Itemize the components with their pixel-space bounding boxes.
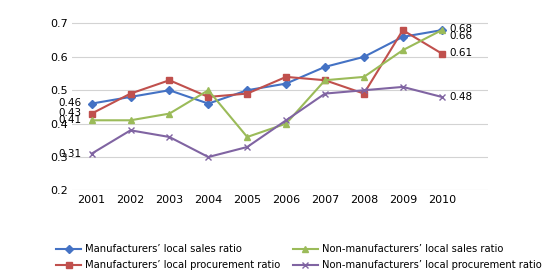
- Non-manufacturers’ local sales ratio: [400, 48, 406, 52]
- Non-manufacturers’ local procurement ratio: [438, 95, 445, 99]
- Non-manufacturers’ local sales ratio: [127, 119, 134, 122]
- Line: Manufacturers’ local procurement ratio: Manufacturers’ local procurement ratio: [88, 27, 445, 117]
- Text: 0.43: 0.43: [59, 108, 82, 118]
- Non-manufacturers’ local procurement ratio: [88, 152, 95, 155]
- Manufacturers’ local procurement ratio: [244, 92, 250, 95]
- Manufacturers’ local procurement ratio: [438, 52, 445, 55]
- Non-manufacturers’ local sales ratio: [438, 29, 445, 32]
- Manufacturers’ local sales ratio: [361, 55, 367, 59]
- Manufacturers’ local sales ratio: [322, 65, 329, 69]
- Manufacturers’ local sales ratio: [205, 102, 211, 105]
- Text: 0.61: 0.61: [450, 48, 473, 58]
- Non-manufacturers’ local sales ratio: [283, 122, 290, 125]
- Line: Non-manufacturers’ local sales ratio: Non-manufacturers’ local sales ratio: [88, 27, 445, 140]
- Text: 0.66: 0.66: [450, 31, 473, 41]
- Non-manufacturers’ local sales ratio: [88, 119, 95, 122]
- Manufacturers’ local procurement ratio: [127, 92, 134, 95]
- Manufacturers’ local procurement ratio: [283, 75, 290, 79]
- Manufacturers’ local sales ratio: [244, 88, 250, 92]
- Manufacturers’ local sales ratio: [127, 95, 134, 99]
- Non-manufacturers’ local procurement ratio: [127, 129, 134, 132]
- Text: 0.41: 0.41: [59, 115, 82, 125]
- Legend: Manufacturers’ local sales ratio, Manufacturers’ local procurement ratio, Non-ma: Manufacturers’ local sales ratio, Manufa…: [57, 244, 541, 270]
- Non-manufacturers’ local procurement ratio: [166, 135, 173, 139]
- Non-manufacturers’ local sales ratio: [166, 112, 173, 115]
- Manufacturers’ local procurement ratio: [322, 79, 329, 82]
- Non-manufacturers’ local sales ratio: [322, 79, 329, 82]
- Manufacturers’ local sales ratio: [400, 35, 406, 39]
- Manufacturers’ local procurement ratio: [400, 29, 406, 32]
- Manufacturers’ local procurement ratio: [166, 79, 173, 82]
- Line: Non-manufacturers’ local procurement ratio: Non-manufacturers’ local procurement rat…: [88, 84, 445, 160]
- Non-manufacturers’ local procurement ratio: [244, 145, 250, 149]
- Non-manufacturers’ local procurement ratio: [361, 88, 367, 92]
- Non-manufacturers’ local procurement ratio: [400, 85, 406, 88]
- Non-manufacturers’ local procurement ratio: [283, 119, 290, 122]
- Text: 0.68: 0.68: [450, 24, 473, 34]
- Manufacturers’ local sales ratio: [88, 102, 95, 105]
- Manufacturers’ local sales ratio: [438, 29, 445, 32]
- Text: 0.31: 0.31: [59, 149, 82, 159]
- Text: 0.48: 0.48: [450, 92, 473, 102]
- Line: Manufacturers’ local sales ratio: Manufacturers’ local sales ratio: [88, 27, 445, 107]
- Non-manufacturers’ local sales ratio: [244, 135, 250, 139]
- Manufacturers’ local procurement ratio: [361, 92, 367, 95]
- Non-manufacturers’ local procurement ratio: [322, 92, 329, 95]
- Manufacturers’ local procurement ratio: [88, 112, 95, 115]
- Non-manufacturers’ local procurement ratio: [205, 155, 211, 159]
- Manufacturers’ local sales ratio: [166, 88, 173, 92]
- Manufacturers’ local procurement ratio: [205, 95, 211, 99]
- Manufacturers’ local sales ratio: [283, 82, 290, 85]
- Non-manufacturers’ local sales ratio: [361, 75, 367, 79]
- Non-manufacturers’ local sales ratio: [205, 88, 211, 92]
- Text: 0.46: 0.46: [59, 98, 82, 108]
